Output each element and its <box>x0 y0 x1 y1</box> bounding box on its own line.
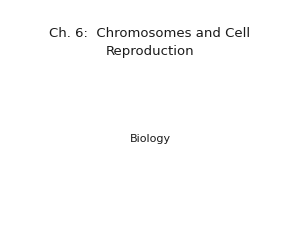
Text: Biology: Biology <box>129 135 171 144</box>
Text: Ch. 6:  Chromosomes and Cell
Reproduction: Ch. 6: Chromosomes and Cell Reproduction <box>50 27 250 58</box>
